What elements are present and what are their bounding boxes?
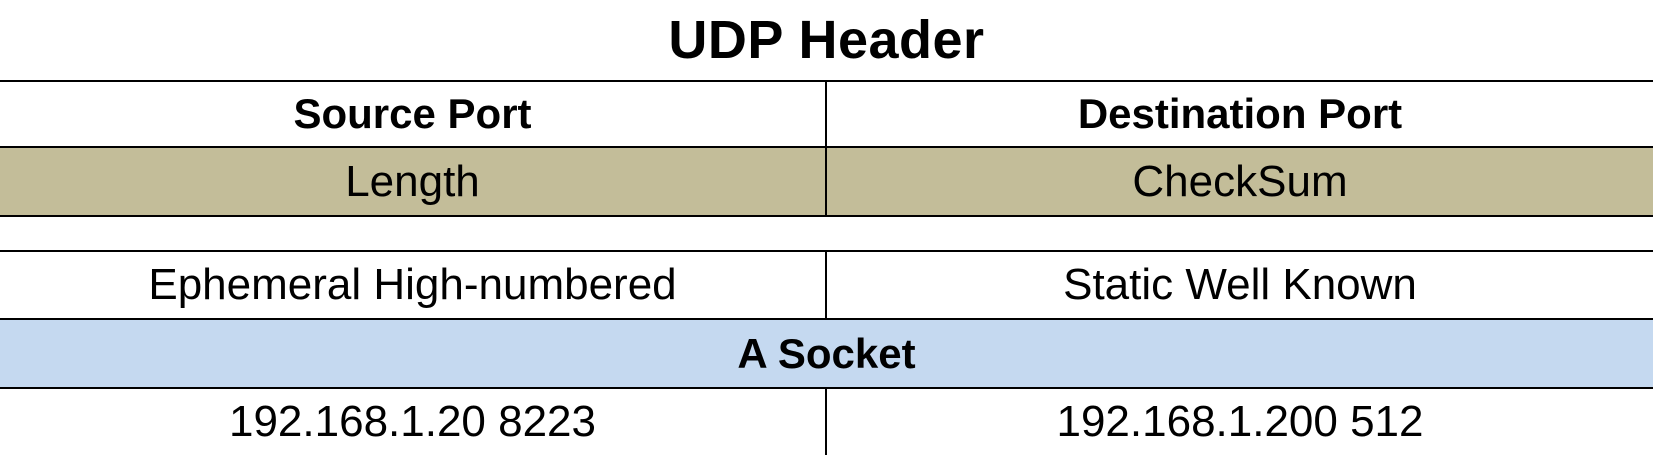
- diagram-title: UDP Header: [668, 10, 985, 70]
- source-address-label: 192.168.1.20 8223: [228, 397, 597, 446]
- destination-address-cell: 192.168.1.200 512: [827, 389, 1653, 455]
- length-label: Length: [345, 156, 480, 206]
- static-cell: Static Well Known: [827, 252, 1653, 318]
- socket-row: A Socket: [0, 320, 1653, 389]
- socket-label: A Socket: [737, 329, 916, 377]
- length-cell: Length: [0, 148, 827, 215]
- destination-port-label: Destination Port: [1077, 90, 1403, 137]
- length-checksum-row: Length CheckSum: [0, 148, 1653, 217]
- ports-row: Source Port Destination Port: [0, 80, 1653, 148]
- checksum-label: CheckSum: [1132, 156, 1348, 206]
- destination-port-cell: Destination Port: [827, 82, 1653, 146]
- source-port-cell: Source Port: [0, 82, 827, 146]
- socket-cell: A Socket: [0, 320, 1653, 387]
- source-port-label: Source Port: [293, 90, 532, 137]
- source-address-cell: 192.168.1.20 8223: [0, 389, 827, 455]
- port-types-row: Ephemeral High-numbered Static Well Know…: [0, 252, 1653, 320]
- checksum-cell: CheckSum: [827, 148, 1653, 215]
- ephemeral-cell: Ephemeral High-numbered: [0, 252, 827, 318]
- spacer-row: [0, 217, 1653, 252]
- destination-address-label: 192.168.1.200 512: [1056, 397, 1424, 446]
- socket-address-row: 192.168.1.20 8223 192.168.1.200 512: [0, 389, 1653, 455]
- static-label: Static Well Known: [1063, 260, 1417, 309]
- ephemeral-label: Ephemeral High-numbered: [148, 260, 677, 309]
